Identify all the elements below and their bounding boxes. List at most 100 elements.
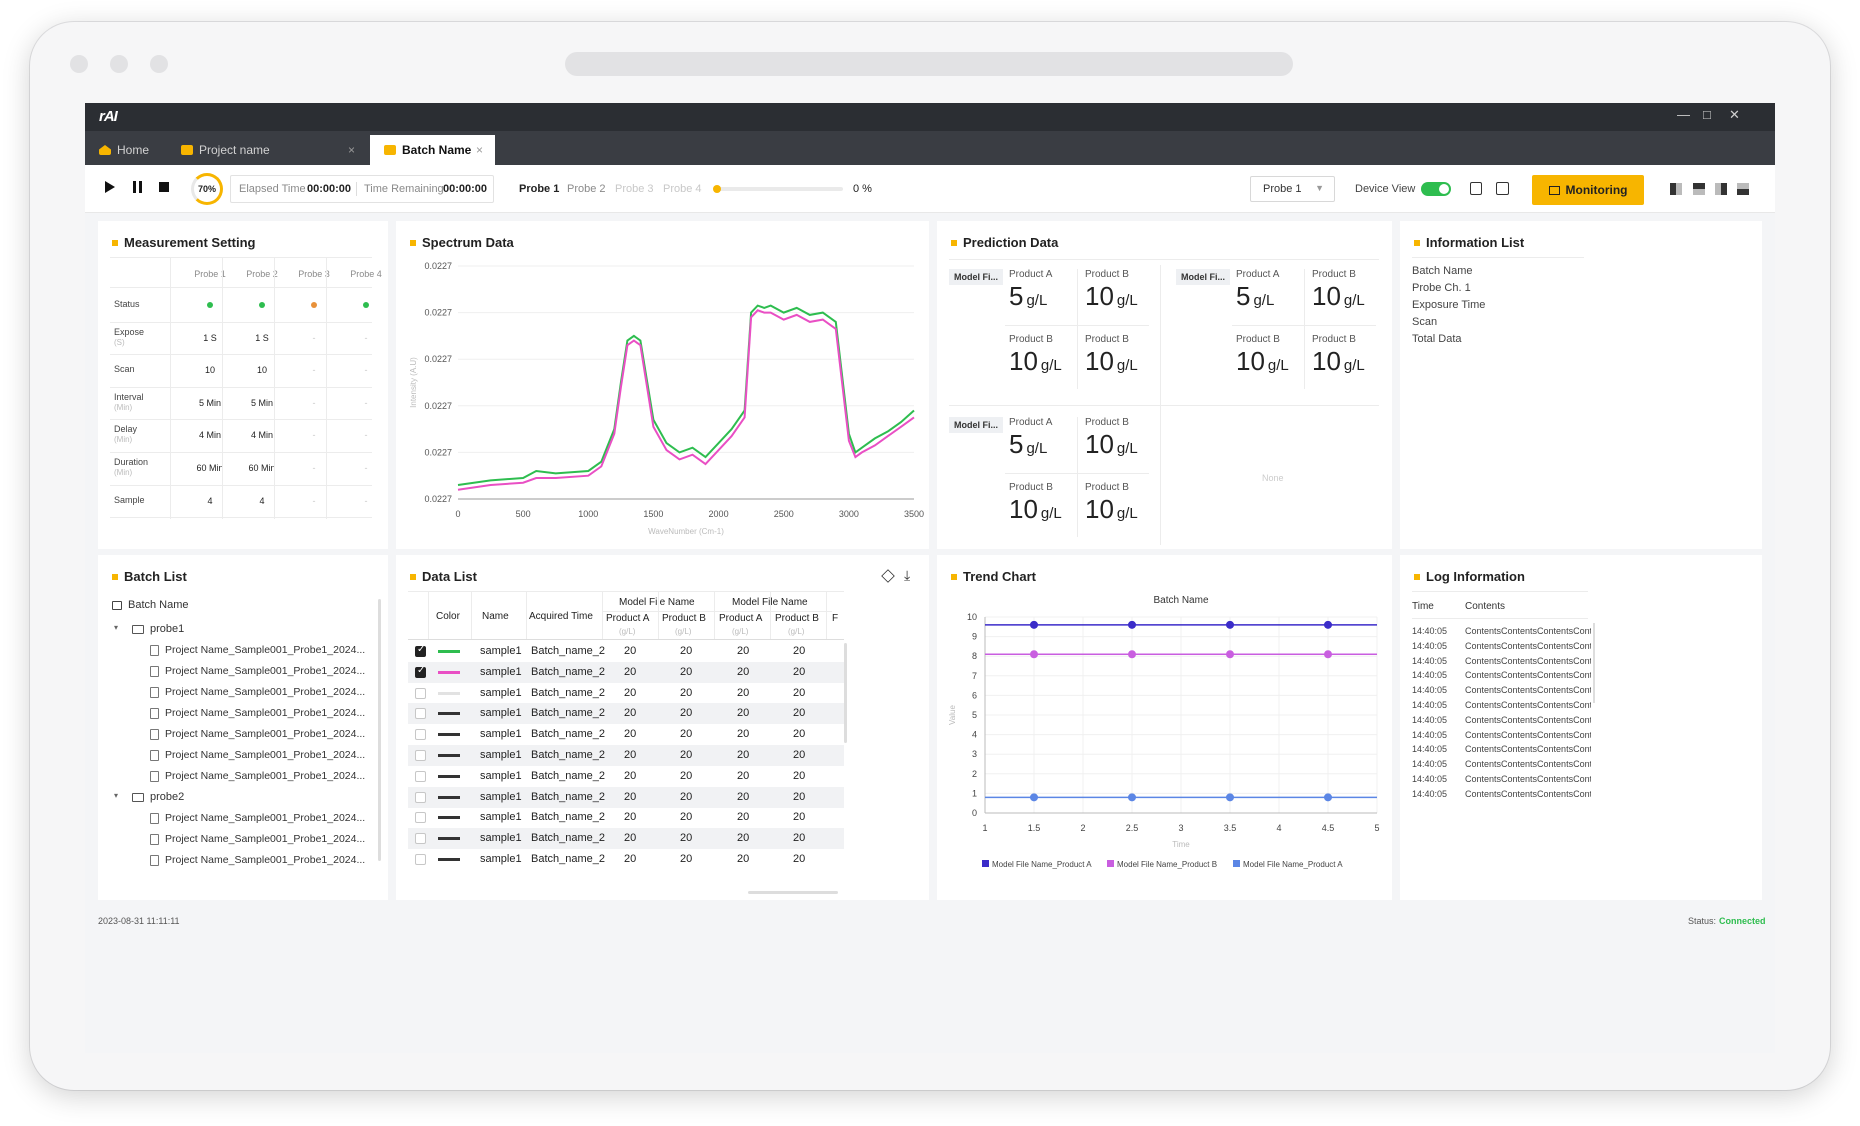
cell-value: 20 xyxy=(793,665,806,678)
tree-file[interactable]: Project Name_Sample001_Probe1_2024... xyxy=(165,833,366,845)
monitoring-button[interactable]: Monitoring xyxy=(1532,175,1644,205)
tab-home[interactable]: Home xyxy=(85,135,167,165)
log-time: 14:40:05 xyxy=(1412,774,1448,784)
table-cell: - xyxy=(364,332,368,343)
data-point[interactable] xyxy=(1030,620,1038,629)
device-view-toggle[interactable] xyxy=(1421,182,1451,196)
layout-1-icon[interactable] xyxy=(1670,183,1682,195)
x-tick-label: 1.5 xyxy=(1028,823,1041,833)
stop-icon[interactable] xyxy=(159,182,169,192)
layout-3-icon[interactable] xyxy=(1715,183,1727,195)
model-chip[interactable]: Model Fi... xyxy=(1176,269,1230,285)
model-chip[interactable]: Model Fi... xyxy=(949,269,1003,285)
tree-file[interactable]: Project Name_Sample001_Probe1_2024... xyxy=(165,770,366,782)
row-checkbox[interactable] xyxy=(415,791,426,803)
chevron-down-icon[interactable]: ▾ xyxy=(114,623,119,632)
cell-value: 20 xyxy=(793,832,806,845)
cube-icon[interactable] xyxy=(881,569,895,583)
row-checkbox[interactable] xyxy=(415,833,426,845)
y-tick-label: 7 xyxy=(972,671,977,681)
row-stripe xyxy=(408,703,844,725)
value-unit: g/L xyxy=(1026,292,1048,309)
row-checkbox[interactable] xyxy=(415,687,426,699)
table-cell: 60 Min xyxy=(196,463,224,473)
probe-tab-2[interactable]: Probe 2 xyxy=(567,183,606,195)
tree-file[interactable]: Project Name_Sample001_Probe1_2024... xyxy=(165,854,366,866)
chevron-down-icon[interactable]: ▾ xyxy=(114,791,119,800)
data-point[interactable] xyxy=(1128,620,1136,629)
data-point[interactable] xyxy=(1226,620,1234,629)
status-dot xyxy=(311,302,317,308)
scrollbar[interactable] xyxy=(1593,623,1595,703)
tree-file[interactable]: Project Name_Sample001_Probe1_2024... xyxy=(165,749,366,761)
data-point[interactable] xyxy=(1324,793,1332,802)
data-point[interactable] xyxy=(1324,620,1332,629)
table-cell: - xyxy=(364,495,368,506)
pause-icon[interactable] xyxy=(133,181,136,193)
probe-tab-3[interactable]: Probe 3 xyxy=(615,183,654,195)
tab-bar: Home Project name × Batch Name × xyxy=(85,131,1775,165)
row-checkbox[interactable] xyxy=(415,729,426,741)
address-bar[interactable] xyxy=(565,52,1293,76)
play-icon[interactable] xyxy=(105,181,115,193)
tree-file[interactable]: Project Name_Sample001_Probe1_2024... xyxy=(165,686,366,698)
data-point[interactable] xyxy=(1128,650,1136,659)
scrollbar[interactable] xyxy=(378,599,381,861)
row-label: Scan xyxy=(114,364,154,374)
probe-select[interactable]: Probe 1 ▼ xyxy=(1250,176,1335,202)
data-point[interactable] xyxy=(1324,650,1332,659)
minimize-icon[interactable]: — xyxy=(1677,107,1690,122)
row-checkbox[interactable] xyxy=(415,644,426,657)
row-checkbox[interactable] xyxy=(415,750,426,761)
tree-folder[interactable]: probe2 xyxy=(150,791,185,803)
tree-file[interactable]: Project Name_Sample001_Probe1_2024... xyxy=(165,665,366,677)
status-badge: Connected xyxy=(1719,916,1766,926)
layout-2-icon[interactable] xyxy=(1693,183,1705,195)
close-tab-icon[interactable]: × xyxy=(347,143,355,157)
row-checkbox[interactable] xyxy=(415,812,426,824)
tree-root[interactable]: Batch Name xyxy=(128,599,189,611)
export-icon[interactable] xyxy=(1496,182,1509,195)
tab-project[interactable]: Project name × xyxy=(167,135,367,165)
close-icon[interactable]: ✕ xyxy=(1729,107,1740,122)
value-unit: g/L xyxy=(1267,357,1289,374)
data-point[interactable] xyxy=(1128,793,1136,802)
color-swatch xyxy=(438,858,460,861)
scrollbar[interactable] xyxy=(844,643,847,743)
row-checkbox[interactable] xyxy=(415,854,426,865)
download-icon[interactable]: ⤓ xyxy=(904,567,911,583)
value-number: 10 xyxy=(1009,494,1038,524)
data-point[interactable] xyxy=(1030,650,1038,659)
row-label-text: Interval xyxy=(114,391,144,402)
model-chip[interactable]: Model Fi... xyxy=(949,417,1003,433)
data-point[interactable] xyxy=(1030,793,1038,802)
scrollbar[interactable] xyxy=(748,891,838,894)
row-checkbox[interactable] xyxy=(415,770,426,782)
panel-title: Measurement Setting xyxy=(112,235,255,250)
data-point[interactable] xyxy=(1226,793,1234,802)
save-icon[interactable] xyxy=(1470,182,1482,195)
probe-tab-4[interactable]: Probe 4 xyxy=(663,183,702,195)
tree-file[interactable]: Project Name_Sample001_Probe1_2024... xyxy=(165,728,366,740)
tab-batch[interactable]: Batch Name × xyxy=(370,135,495,165)
progress-handle[interactable] xyxy=(713,185,721,193)
maximize-icon[interactable]: □ xyxy=(1703,107,1711,122)
color-swatch xyxy=(438,774,460,778)
data-point[interactable] xyxy=(1226,650,1234,659)
legend-label: Model File Name_Product A xyxy=(992,860,1092,869)
divider xyxy=(110,419,372,421)
cell-value: 20 xyxy=(680,728,693,741)
tree-file[interactable]: Project Name_Sample001_Probe1_2024... xyxy=(165,707,366,719)
close-tab-icon[interactable]: × xyxy=(475,143,483,157)
probe-tab-1[interactable]: Probe 1 xyxy=(519,183,560,195)
row-checkbox[interactable] xyxy=(415,665,426,678)
tree-file[interactable]: Project Name_Sample001_Probe1_2024... xyxy=(165,644,366,656)
divider xyxy=(110,484,372,486)
panel-title: Trend Chart xyxy=(951,569,1036,584)
cell-name: sample1 xyxy=(480,707,522,720)
log-text: ContentsContentsContentsConte xyxy=(1465,685,1591,696)
layout-4-icon[interactable] xyxy=(1737,183,1749,195)
row-checkbox[interactable] xyxy=(415,708,426,720)
tree-folder[interactable]: probe1 xyxy=(150,623,185,635)
tree-file[interactable]: Project Name_Sample001_Probe1_2024... xyxy=(165,812,366,824)
